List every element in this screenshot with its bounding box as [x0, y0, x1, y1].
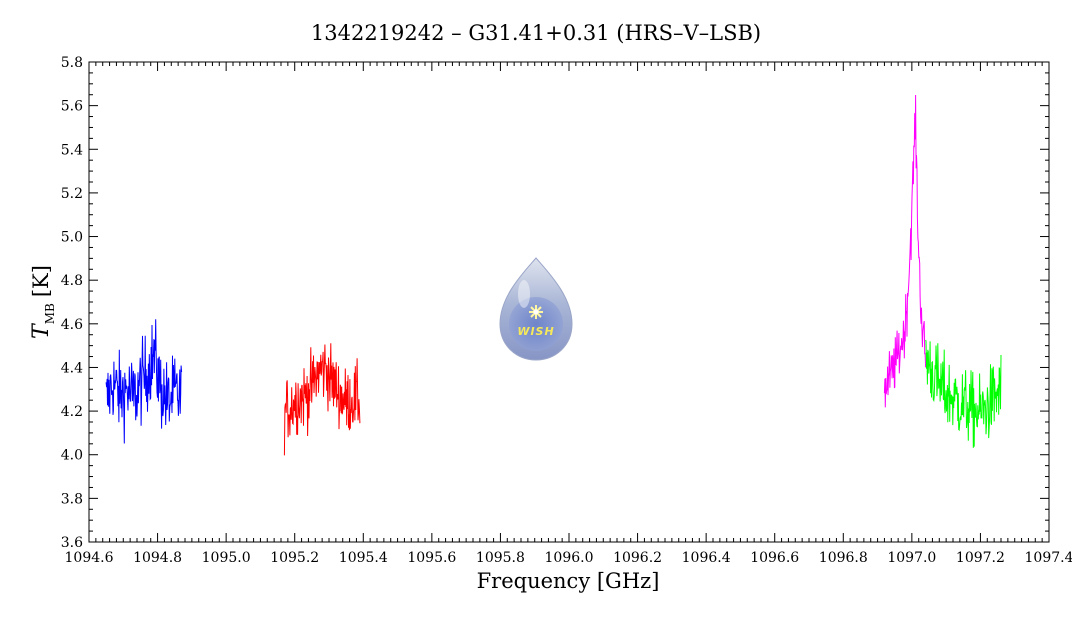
- x-tick-labels: 1094.6 1094.8 1095.0 1095.2 1095.4 1095.6 1095…: [65, 550, 1072, 566]
- y-tick-label: 5.2: [61, 186, 83, 202]
- y-tick-label: 4.2: [61, 404, 83, 420]
- plot-area: [88, 61, 1050, 543]
- drop-core: [509, 297, 563, 351]
- y-tick-label: 4.6: [61, 317, 83, 333]
- y-tick-labels: 3.6 3.8 4.0 4.2 4.4 4.6 4.8 5.0 5.2 5.4 5.6 5.8: [61, 55, 83, 551]
- x-axis-label: Frequency [GHz]: [477, 569, 660, 593]
- logo-text: WISH: [517, 325, 554, 338]
- wish-logo: WISH: [499, 257, 573, 361]
- x-tick-label: 1097.4: [1025, 550, 1072, 566]
- y-axis-unit: [K]: [29, 265, 53, 297]
- ticks-layer: [88, 61, 1050, 543]
- chart-title: 1342219242 – G31.41+0.31 (HRS–V–LSB): [311, 21, 761, 45]
- x-tick-label: 1096.8: [819, 550, 868, 566]
- x-tick-label: 1096.6: [750, 550, 799, 566]
- x-tick-label: 1095.8: [476, 550, 525, 566]
- x-tick-label: 1097.0: [887, 550, 936, 566]
- y-tick-label: 4.4: [61, 360, 83, 376]
- star-icon: [529, 305, 543, 319]
- x-tick-label: 1097.2: [956, 550, 1005, 566]
- x-tick-label: 1095.6: [407, 550, 456, 566]
- svg-text:TMB[K]: TMB [K]: [29, 265, 57, 339]
- spectrum-series-1: [105, 319, 183, 444]
- x-tick-label: 1096.4: [682, 550, 731, 566]
- y-tick-label: 5.4: [61, 142, 83, 158]
- x-tick-label: 1095.2: [270, 550, 319, 566]
- y-tick-label: 5.8: [61, 55, 83, 71]
- y-axis-label: TMB [K]: [29, 265, 57, 339]
- spectrum-series-2: [283, 343, 361, 456]
- spectrum-series-3: [883, 94, 927, 408]
- series-layer: [105, 94, 1002, 456]
- y-tick-label: 4.0: [61, 448, 83, 464]
- x-tick-label: 1094.8: [133, 550, 182, 566]
- x-tick-label: 1095.4: [339, 550, 388, 566]
- plot-frame: [88, 61, 1050, 543]
- x-tick-label: 1094.6: [65, 550, 114, 566]
- y-tick-label: 5.0: [61, 230, 83, 246]
- y-tick-label: 5.6: [61, 99, 83, 115]
- y-axis-symbol: T: [29, 322, 54, 339]
- x-tick-label: 1095.0: [202, 550, 251, 566]
- x-tick-label: 1096.0: [545, 550, 594, 566]
- spectrum-series-4: [925, 339, 1002, 448]
- y-tick-label: 3.6: [61, 535, 83, 551]
- y-tick-label: 3.8: [61, 491, 83, 507]
- y-axis-subscript: MB: [43, 303, 57, 324]
- x-tick-label: 1096.2: [613, 550, 662, 566]
- y-tick-label: 4.8: [61, 273, 83, 289]
